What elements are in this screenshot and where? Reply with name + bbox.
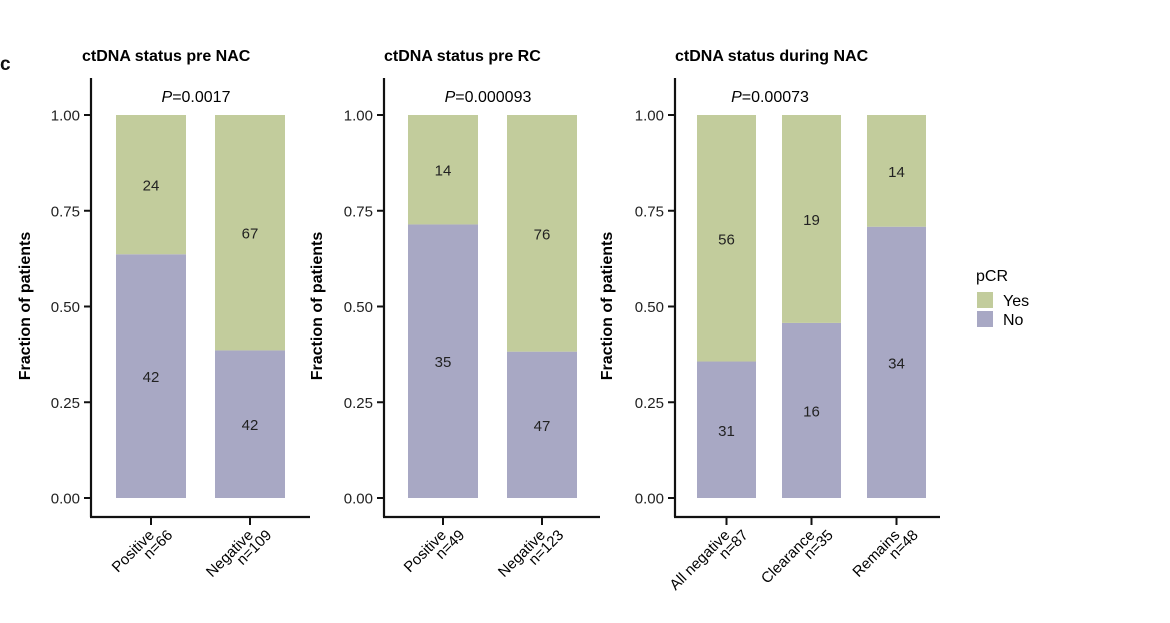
x-tick-label: Positiven=66 xyxy=(109,518,177,586)
chart-title: ctDNA status pre NAC xyxy=(82,48,251,65)
bar-segment-yes xyxy=(867,115,926,227)
y-tick-label: 0.00 xyxy=(51,491,80,508)
x-tick-label: Negativen=109 xyxy=(203,518,275,590)
legend-label-yes: Yes xyxy=(1003,293,1029,310)
y-tick-label: 0.50 xyxy=(635,299,664,316)
x-tick-label: All negativen=87 xyxy=(666,518,751,603)
bar-segment-no xyxy=(215,350,285,498)
bar-segment-no xyxy=(116,254,186,498)
y-tick-label: 0.75 xyxy=(344,203,373,220)
p-value-annotation: P=0.00073 xyxy=(731,89,809,106)
data-label-no: 47 xyxy=(534,418,551,435)
y-tick-label: 0.25 xyxy=(344,395,373,412)
y-tick-label: 0.00 xyxy=(635,491,664,508)
y-tick-label: 1.00 xyxy=(51,108,80,125)
data-label-yes: 19 xyxy=(803,212,820,229)
legend-swatch-no xyxy=(977,311,993,327)
panel-letter: c xyxy=(0,54,11,75)
y-tick-label: 0.25 xyxy=(635,395,664,412)
legend-label-no: No xyxy=(1003,312,1024,329)
data-label-no: 31 xyxy=(718,423,735,440)
data-label-no: 42 xyxy=(143,369,160,386)
x-tick-label: Negativen=123 xyxy=(495,518,567,590)
data-label-yes: 14 xyxy=(888,164,905,181)
x-tick-label: Remainsn=48 xyxy=(849,518,921,590)
bar-segment-yes xyxy=(215,115,285,351)
bar-segment-no xyxy=(507,351,577,498)
data-label-yes: 56 xyxy=(718,231,735,248)
chart-panel-2: ctDNA status pre RC P=0.000093 Fraction of… xyxy=(309,48,600,590)
bar-segment-yes xyxy=(697,115,756,362)
y-tick-label: 0.00 xyxy=(344,491,373,508)
y-tick-label: 1.00 xyxy=(635,108,664,125)
data-label-no: 16 xyxy=(803,403,820,420)
bar-segment-no xyxy=(408,224,478,498)
bar-segment-yes xyxy=(408,115,478,225)
bar-segment-yes xyxy=(782,115,841,323)
y-axis-label: Fraction of patients xyxy=(599,232,616,381)
bar-segment-no xyxy=(782,322,841,498)
y-axis-label: Fraction of patients xyxy=(309,232,326,381)
chart-panel-1: ctDNA status pre NAC P=0.0017 Fraction of … xyxy=(17,48,310,590)
data-label-yes: 67 xyxy=(242,226,259,243)
y-axis-label: Fraction of patients xyxy=(17,232,34,381)
y-tick-label: 0.25 xyxy=(51,395,80,412)
data-label-no: 35 xyxy=(435,354,452,371)
y-tick-label: 0.75 xyxy=(51,203,80,220)
p-value-annotation: P=0.0017 xyxy=(162,89,231,106)
data-label-yes: 76 xyxy=(534,226,551,243)
p-value-annotation: P=0.000093 xyxy=(445,89,532,106)
y-tick-label: 0.50 xyxy=(344,299,373,316)
bar-segment-no xyxy=(867,226,926,499)
legend-swatch-yes xyxy=(977,292,993,308)
chart-title: ctDNA status pre RC xyxy=(384,48,541,65)
chart-title: ctDNA status during NAC xyxy=(675,48,869,65)
data-label-no: 34 xyxy=(888,355,905,372)
legend: pCR Yes No xyxy=(976,268,1029,329)
bar-segment-yes xyxy=(507,115,577,352)
data-label-yes: 24 xyxy=(143,178,160,195)
bar-segment-no xyxy=(697,361,756,498)
x-tick-label: Clearancen=35 xyxy=(758,518,837,597)
y-tick-label: 0.75 xyxy=(635,203,664,220)
data-label-yes: 14 xyxy=(435,163,452,180)
x-tick-label: Positiven=49 xyxy=(401,518,469,586)
y-tick-label: 0.50 xyxy=(51,299,80,316)
chart-panel-3: ctDNA status during NAC P=0.00073 Fraction… xyxy=(599,48,940,603)
y-tick-label: 1.00 xyxy=(344,108,373,125)
legend-title: pCR xyxy=(976,268,1008,285)
data-label-no: 42 xyxy=(242,417,259,434)
bar-segment-yes xyxy=(116,115,186,255)
